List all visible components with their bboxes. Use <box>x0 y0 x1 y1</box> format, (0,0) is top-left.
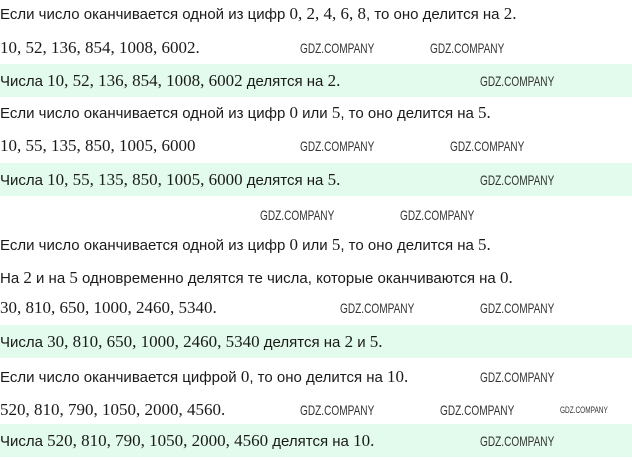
text-segment: и <box>353 334 370 351</box>
watermark: GDZ.COMPANY <box>300 402 375 418</box>
text-segment: Числа <box>0 334 48 351</box>
highlight-band <box>0 325 632 358</box>
text-segment: Числа <box>0 73 48 90</box>
math-number: 5. <box>478 235 491 254</box>
text-segment: Если число оканчивается одной из цифр <box>0 6 290 23</box>
watermark: GDZ.COMPANY <box>430 40 505 56</box>
text-line: На 2 и на 5 одновременно делятся те числ… <box>0 268 513 289</box>
text-segment: или <box>297 105 332 122</box>
watermark: GDZ.COMPANY <box>260 207 335 223</box>
watermark: GDZ.COMPANY <box>440 402 515 418</box>
watermark: GDZ.COMPANY <box>400 207 475 223</box>
text-line: 520, 810, 790, 1050, 2000, 4560. <box>0 400 225 421</box>
math-number: 5 <box>331 235 341 254</box>
answer-line: Числа 520, 810, 790, 1050, 2000, 4560 де… <box>0 431 374 452</box>
text-line: Если число оканчивается одной из цифр 0,… <box>0 4 516 25</box>
watermark: GDZ.COMPANY <box>480 172 555 188</box>
highlight-band <box>0 424 632 457</box>
text-segment: , то оно делится на <box>365 6 504 23</box>
math-number: 10, 55, 135, 850, 1005, 6000 <box>0 136 196 155</box>
math-number: 5. <box>327 170 341 189</box>
math-number: 520, 810, 790, 1050, 2000, 4560. <box>0 400 226 419</box>
math-number: 2 <box>344 332 354 351</box>
math-number: 10. <box>353 431 375 450</box>
watermark: GDZ.COMPANY <box>450 138 525 154</box>
watermark: GDZ.COMPANY <box>480 369 555 385</box>
text-line: 30, 810, 650, 1000, 2460, 5340. <box>0 298 217 319</box>
math-number: 10, 52, 136, 854, 1008, 6002. <box>0 38 200 57</box>
math-number: 520, 810, 790, 1050, 2000, 4560 <box>47 431 269 450</box>
math-number: 0 <box>289 235 298 254</box>
math-number: 2 <box>23 268 32 287</box>
watermark: GDZ.COMPANY <box>560 405 608 415</box>
highlight-band <box>0 64 632 97</box>
math-number: 5. <box>369 332 383 351</box>
math-number: 30, 810, 650, 1000, 2460, 5340 <box>47 332 260 351</box>
watermark: GDZ.COMPANY <box>480 73 555 89</box>
text-segment: Если число оканчивается одной из цифр <box>0 237 290 254</box>
watermark: GDZ.COMPANY <box>340 300 415 316</box>
text-line: Если число оканчивается одной из цифр 0 … <box>0 235 491 256</box>
math-number: 0 <box>240 367 250 386</box>
text-segment: , то оно делится на <box>340 237 479 254</box>
math-number: 5 <box>69 268 78 287</box>
text-segment: , то оно делится на <box>340 105 479 122</box>
math-number: 5. <box>478 103 491 122</box>
watermark: GDZ.COMPANY <box>300 138 375 154</box>
text-segment: Числа <box>0 172 48 189</box>
text-segment: Числа <box>0 433 48 450</box>
text-segment: Если число оканчивается цифрой <box>0 369 241 386</box>
text-segment: делятся на <box>242 73 328 90</box>
math-number: 2. <box>327 71 341 90</box>
math-number: 2. <box>503 4 517 23</box>
math-number: 30, 810, 650, 1000, 2460, 5340. <box>0 298 217 317</box>
text-segment: На <box>0 270 24 287</box>
text-line: 10, 52, 136, 854, 1008, 6002. <box>0 38 200 59</box>
text-segment: делятся на <box>259 334 345 351</box>
watermark: GDZ.COMPANY <box>300 40 375 56</box>
math-number: 0. <box>499 268 513 287</box>
text-line: 10, 55, 135, 850, 1005, 6000 <box>0 136 196 157</box>
watermark: GDZ.COMPANY <box>480 300 555 316</box>
text-segment: или <box>297 237 332 254</box>
answer-line: Числа 30, 810, 650, 1000, 2460, 5340 дел… <box>0 332 383 353</box>
watermark: GDZ.COMPANY <box>480 433 555 449</box>
text-segment: Если число оканчивается одной из цифр <box>0 105 290 122</box>
math-number: 10, 52, 136, 854, 1008, 6002 <box>47 71 243 90</box>
math-number: 10, 55, 135, 850, 1005, 6000 <box>47 170 243 189</box>
math-number: 0 <box>289 103 298 122</box>
text-segment: делятся на <box>242 172 328 189</box>
text-segment: и на <box>31 270 70 287</box>
text-line: Если число оканчивается цифрой 0, то оно… <box>0 367 408 388</box>
answer-line: Числа 10, 55, 135, 850, 1005, 6000 делят… <box>0 170 340 191</box>
math-number: 0, 2, 4, 6, 8 <box>289 4 366 23</box>
highlight-band <box>0 163 632 196</box>
answer-line: Числа 10, 52, 136, 854, 1008, 6002 делят… <box>0 71 340 92</box>
text-line: Если число оканчивается одной из цифр 0 … <box>0 103 491 124</box>
text-segment: одновременно делятся те числа, которые о… <box>77 270 500 287</box>
text-segment: , то оно делится на <box>249 369 388 386</box>
text-segment: делятся на <box>268 433 354 450</box>
math-number: 10. <box>387 367 409 386</box>
math-number: 5 <box>331 103 341 122</box>
